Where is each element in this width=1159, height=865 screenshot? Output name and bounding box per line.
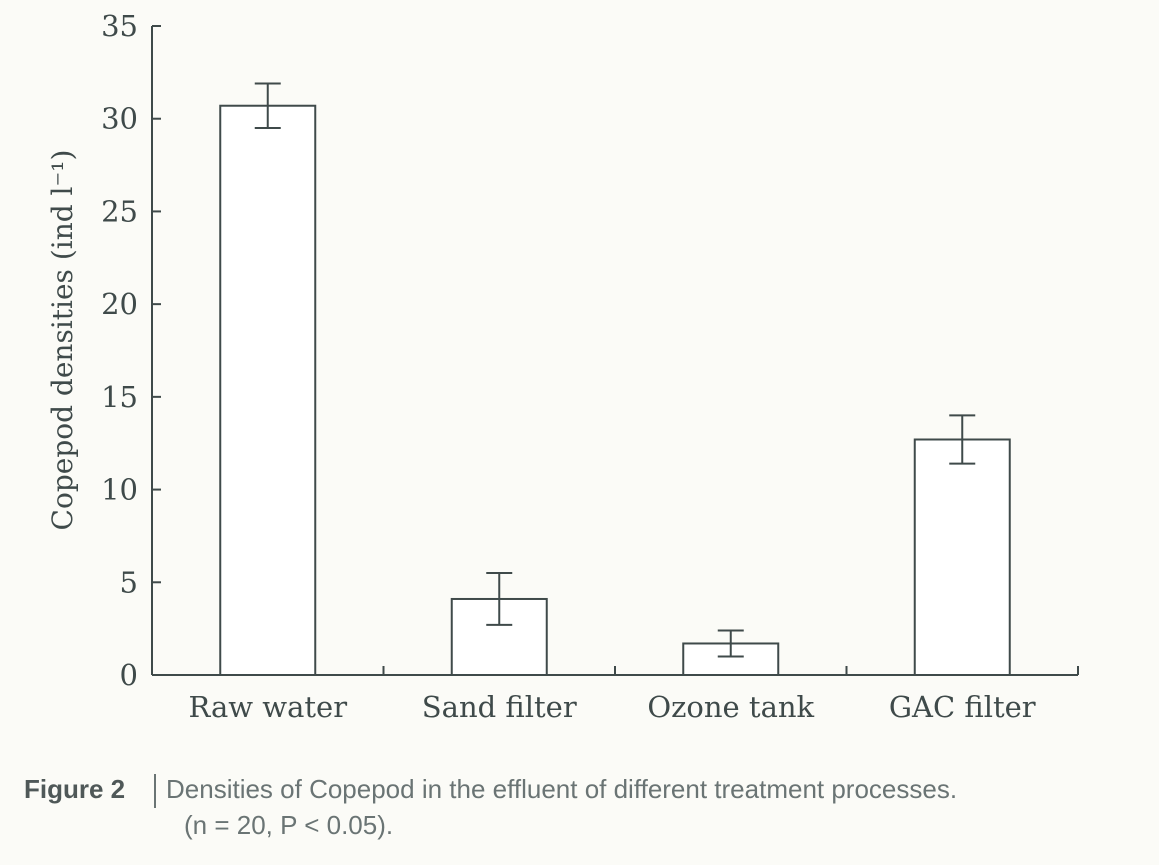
y-tick-label: 15: [101, 380, 138, 414]
y-axis-label: Copepod densities (ind l⁻¹): [46, 150, 79, 531]
category-label: GAC filter: [889, 690, 1036, 724]
y-tick-label: 25: [101, 194, 138, 228]
caption-label: Figure 2: [24, 774, 126, 804]
bar: [219, 104, 317, 676]
caption-text: Densities of Copepod in the effluent of …: [166, 774, 958, 804]
caption-note: (n = 20, P < 0.05).: [184, 810, 394, 841]
category-label: Raw water: [188, 690, 347, 724]
y-tick-label: 10: [101, 473, 138, 507]
y-tick-label: 0: [120, 658, 138, 692]
figure-caption: Figure 2 Densities of Copepod in the effl…: [24, 772, 1144, 843]
y-tick-label: 30: [101, 102, 138, 136]
y-tick-label: 35: [101, 9, 138, 43]
bar: [913, 438, 1011, 676]
category-label: Sand filter: [422, 690, 577, 724]
y-tick-label: 20: [101, 287, 138, 321]
caption-divider: [154, 774, 156, 809]
bar-chart: 0 5 10 15 20 25 30 35 Raw water Sand filter Ozone …: [46, 9, 1079, 724]
category-label: Ozone tank: [647, 690, 814, 724]
y-tick-label: 5: [120, 565, 138, 599]
